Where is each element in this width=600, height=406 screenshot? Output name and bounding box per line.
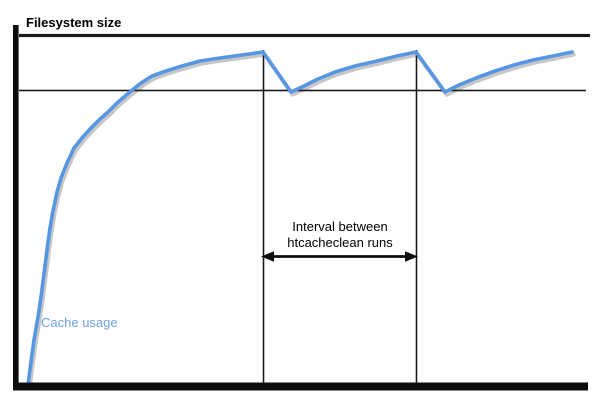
- y-axis-bar: [13, 25, 19, 391]
- filesystem-size-limit-line: [19, 33, 590, 38]
- series-label-cache-usage: Cache usage: [41, 315, 118, 330]
- interval-annotation-line2: htcacheclean runs: [287, 235, 393, 250]
- cache-usage-curve: [26, 50, 574, 387]
- interval-arrow-right-head: [405, 251, 418, 262]
- interval-annotation-line1: Interval between: [292, 219, 388, 234]
- interval-annotation: Interval between htcacheclean runs: [252, 219, 428, 251]
- y-axis-title: Filesystem size: [26, 15, 122, 30]
- interval-arrow-left-head: [261, 251, 274, 262]
- x-axis-bar: [13, 382, 588, 391]
- clean-threshold-line: [19, 89, 586, 92]
